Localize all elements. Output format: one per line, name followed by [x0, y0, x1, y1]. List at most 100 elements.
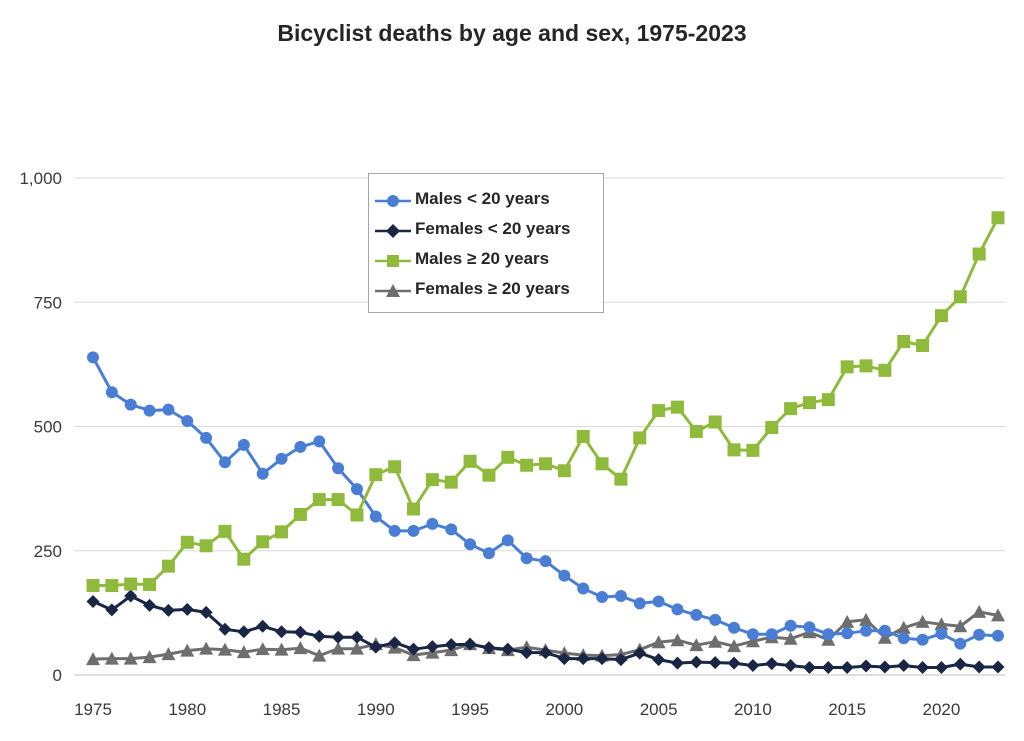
x-tick-label: 2010	[734, 700, 772, 719]
data-point	[237, 438, 250, 451]
legend-label: Males < 20 years	[415, 189, 550, 208]
data-point	[840, 614, 855, 628]
data-point	[896, 620, 911, 634]
series-circle	[87, 351, 1004, 650]
legend: Males < 20 years Females < 20 years Male…	[368, 173, 604, 313]
data-point	[596, 590, 609, 603]
data-point	[275, 452, 288, 465]
data-point	[821, 661, 835, 675]
data-point	[256, 467, 269, 480]
data-point	[199, 539, 213, 553]
data-point	[652, 653, 666, 667]
data-point	[934, 617, 949, 631]
data-point	[765, 657, 779, 671]
data-point	[218, 622, 232, 636]
data-point	[576, 652, 590, 666]
data-point	[670, 400, 684, 414]
data-point	[878, 660, 892, 674]
x-tick-label: 1980	[168, 700, 206, 719]
data-point	[689, 638, 704, 652]
data-point	[991, 660, 1005, 674]
data-point	[104, 651, 119, 665]
series-line	[91, 356, 999, 646]
data-point	[293, 625, 307, 639]
y-axis-ticks: 0 250 500 750 1,000	[19, 169, 62, 685]
data-point	[313, 435, 326, 448]
data-point	[86, 579, 100, 593]
series-layer	[86, 211, 1005, 675]
data-point	[407, 502, 421, 516]
data-point	[143, 578, 157, 592]
data-point	[934, 309, 948, 323]
data-point	[954, 637, 967, 650]
square-marker-icon	[375, 255, 411, 267]
data-point	[652, 404, 666, 418]
data-point	[349, 641, 364, 655]
data-point	[916, 338, 930, 352]
y-tick-label: 750	[34, 293, 62, 312]
data-point	[614, 589, 627, 602]
data-point	[614, 653, 628, 667]
x-tick-label: 2020	[923, 700, 961, 719]
data-point	[369, 640, 383, 654]
data-point	[897, 632, 910, 645]
data-point	[558, 569, 571, 582]
data-point	[369, 510, 382, 523]
data-point	[200, 431, 213, 444]
data-point	[501, 534, 514, 547]
x-tick-label: 2005	[640, 700, 678, 719]
x-tick-label: 1985	[263, 700, 301, 719]
series-square	[86, 211, 1005, 593]
data-point	[256, 535, 270, 549]
data-point	[708, 656, 722, 670]
data-point	[859, 659, 873, 673]
data-point	[275, 525, 289, 539]
legend-item-females-under-20: Females < 20 years	[369, 215, 605, 245]
data-point	[897, 335, 911, 349]
data-point	[256, 619, 270, 633]
data-point	[520, 646, 534, 660]
circle-marker-icon	[375, 195, 411, 207]
data-point	[840, 360, 854, 374]
data-point	[332, 462, 345, 475]
data-point	[991, 211, 1005, 225]
data-point	[161, 603, 175, 617]
data-point	[407, 524, 420, 537]
data-point	[934, 661, 948, 675]
data-point	[255, 642, 270, 656]
data-point	[161, 559, 175, 573]
data-point	[897, 659, 911, 673]
data-point	[802, 661, 816, 675]
data-point	[745, 634, 760, 648]
data-point	[577, 582, 590, 595]
data-point	[293, 641, 308, 655]
data-point	[670, 656, 684, 670]
data-point	[501, 450, 515, 464]
data-point	[161, 647, 176, 661]
data-point	[821, 393, 835, 407]
data-point	[123, 651, 138, 665]
data-point	[444, 475, 458, 489]
data-point	[708, 634, 723, 648]
data-point	[840, 661, 854, 675]
data-point	[236, 645, 251, 659]
data-point	[199, 605, 213, 619]
data-point	[445, 523, 458, 536]
data-point	[350, 508, 364, 522]
data-point	[953, 657, 967, 671]
data-point	[633, 597, 646, 610]
data-point	[237, 625, 251, 639]
data-point	[180, 602, 194, 616]
data-point	[784, 619, 797, 632]
data-point	[746, 443, 760, 457]
data-point	[765, 628, 778, 641]
data-point	[331, 630, 345, 644]
data-point	[784, 659, 798, 673]
data-point	[105, 386, 118, 399]
data-point	[105, 603, 119, 617]
x-tick-label: 1990	[357, 700, 395, 719]
data-point	[633, 646, 647, 660]
data-point	[463, 637, 477, 651]
data-point	[690, 608, 703, 621]
data-point	[86, 594, 100, 608]
